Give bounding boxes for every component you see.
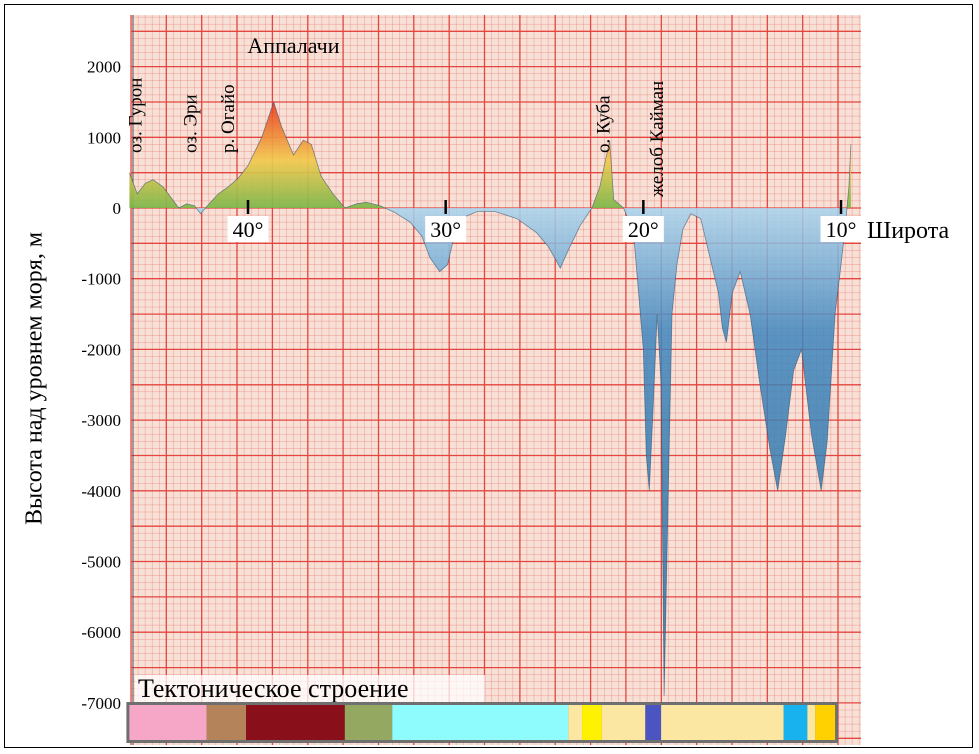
tectonic-segment <box>246 705 345 740</box>
profile-chart: 2000 1000 0 -1000 -2000 -3000 -4000 -5000 -6000 -… <box>69 15 971 745</box>
tectonic-title: Тектоническое строение <box>138 674 409 703</box>
sea-area <box>129 208 851 696</box>
y-tick-label: 2000 <box>87 58 121 77</box>
chart-frame: 2000 1000 0 -1000 -2000 -3000 -4000 -5000 -6000 -… <box>4 4 973 748</box>
y-tick-label: -7000 <box>81 694 121 713</box>
profile-areas <box>129 100 852 696</box>
tectonic-segment <box>815 705 836 740</box>
x-tick-label: 40° <box>233 217 264 242</box>
y-tick-label: -5000 <box>81 553 121 572</box>
land-area <box>129 102 851 208</box>
y-tick-bg <box>69 622 125 643</box>
tectonic-segment <box>568 705 583 740</box>
tectonic-segment <box>661 705 784 740</box>
plot-paper <box>131 15 861 745</box>
annotations: оз. Гурон оз. Эри р. Огайо Аппалачи о. Куба ж… <box>125 33 668 198</box>
y-tick-label: -3000 <box>81 411 121 430</box>
annotation-label: Аппалачи <box>247 33 339 58</box>
y-tick-bg <box>69 268 125 289</box>
y-tick-bg <box>69 410 125 431</box>
tectonic-segment <box>783 705 808 740</box>
y-tick-bg <box>69 480 125 501</box>
x-axis-label-bg <box>863 216 971 244</box>
tectonic-segment <box>601 705 646 740</box>
y-tick-label: 1000 <box>87 128 121 147</box>
y-tick-label: -6000 <box>81 623 121 642</box>
tectonic-bar: Тектоническое строение <box>126 674 839 743</box>
x-tick-bg <box>820 216 862 242</box>
tectonic-segment <box>582 705 602 740</box>
tectonic-segment <box>129 705 207 740</box>
x-tick-label: 30° <box>430 217 461 242</box>
y-tick-bg <box>69 127 125 148</box>
x-axis-label: Широта <box>867 218 950 244</box>
x-tick-bg <box>622 216 664 242</box>
tectonic-title-bg <box>135 675 485 703</box>
profile-outline <box>129 100 852 696</box>
tectonic-segment <box>392 705 569 740</box>
y-tick-bg <box>69 692 125 713</box>
y-tick-bg <box>69 551 125 572</box>
annotation-label: о. Куба <box>594 95 615 153</box>
tectonic-segment <box>645 705 662 740</box>
y-tick-label: 0 <box>113 199 122 218</box>
tectonic-segment <box>206 705 247 740</box>
x-tick-label: 10° <box>826 217 857 242</box>
x-tick-label: 20° <box>628 217 659 242</box>
annotation-label: оз. Эри <box>181 94 202 153</box>
y-tick-label: -4000 <box>81 482 121 501</box>
x-tick-bg <box>227 216 269 242</box>
y-tick-label: -1000 <box>81 270 121 289</box>
tick-labels: 2000 1000 0 -1000 -2000 -3000 -4000 -5000 -6000 -… <box>69 56 971 713</box>
tectonic-segment <box>344 705 393 740</box>
annotation-label: желоб Кайман <box>647 81 668 198</box>
y-tick-bg <box>69 56 125 77</box>
y-tick-bg <box>69 198 125 218</box>
annotation-label: р. Огайо <box>218 84 239 153</box>
y-tick-bg <box>69 339 125 360</box>
tectonic-segment <box>807 705 816 740</box>
x-tick-bg <box>425 216 467 242</box>
y-axis-label: Высота над уровнем моря, м <box>21 231 48 526</box>
y-tick-label: -2000 <box>81 340 121 359</box>
annotation-label: оз. Гурон <box>125 78 146 153</box>
